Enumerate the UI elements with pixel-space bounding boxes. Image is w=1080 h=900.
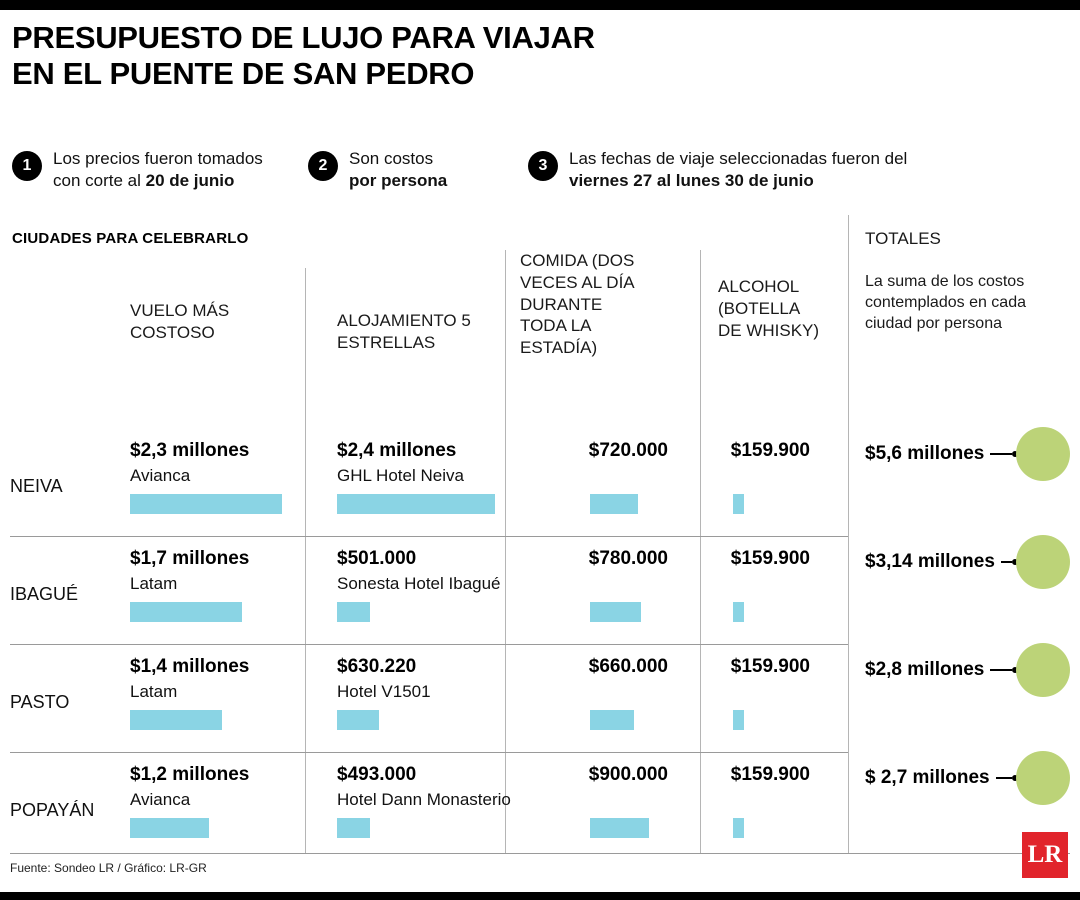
hotel-bar (337, 602, 370, 622)
city-label: POPAYÁN (10, 800, 95, 820)
note-3-text: Las fechas de viaje seleccionadas fueron… (569, 149, 908, 191)
column-header-alcohol: ALCOHOL (BOTELLA DE WHISKY) (718, 277, 820, 340)
alcohol-bar (733, 494, 744, 514)
note-1: 1 Los precios fueron tomados con corte a… (12, 148, 292, 193)
hotel-bar (337, 818, 370, 838)
column-header-totales: TOTALES (865, 229, 941, 248)
vuelo-airline: Avianca (130, 466, 191, 485)
alcohol-bar (733, 710, 744, 730)
hotel-amount: $630.220 (337, 656, 417, 677)
vuelo-bar (130, 818, 209, 838)
vuelo-airline: Latam (130, 682, 178, 701)
total-amount: $3,14 millones (865, 551, 995, 572)
divider-comida-alcohol (700, 250, 701, 853)
row-separator-3 (10, 752, 848, 753)
comida-bar (590, 494, 638, 514)
total-amount: $5,6 millones (865, 443, 985, 464)
alcohol-bar (733, 818, 744, 838)
totales-subtext: La suma de los costos contemplados en ca… (865, 273, 1026, 332)
divider-totales (848, 215, 849, 853)
divider-vuelo-alojamiento (305, 268, 306, 853)
total-connector-dot (1012, 559, 1018, 565)
vuelo-bar (130, 602, 242, 622)
column-header-alojamiento: ALOJAMIENTO 5 ESTRELLAS (337, 311, 471, 352)
bottom-rule (0, 892, 1080, 900)
section-title: CIUDADES PARA CELEBRARLO (12, 230, 249, 247)
total-circle (1016, 427, 1070, 481)
total-group: $2,8 millones (865, 642, 1070, 698)
alcohol-amount: $159.900 (730, 656, 810, 677)
alcohol-amount: $159.900 (730, 440, 810, 461)
total-connector (1000, 561, 1012, 563)
page-title: PRESUPUESTO DE LUJO PARA VIAJAR EN EL PU… (12, 20, 595, 93)
hotel-amount: $2,4 millones (337, 440, 457, 461)
total-group: $3,14 millones (865, 534, 1070, 590)
alcohol-amount: $159.900 (730, 548, 810, 569)
vuelo-amount: $1,7 millones (130, 548, 250, 569)
hotel-amount: $501.000 (337, 548, 417, 569)
total-circle (1016, 751, 1070, 805)
vuelo-airline: Avianca (130, 790, 191, 809)
comida-amount: $720.000 (588, 440, 668, 461)
total-connector (990, 453, 1012, 455)
total-amount: $ 2,7 millones (865, 767, 990, 788)
hotel-name: GHL Hotel Neiva (337, 466, 464, 485)
total-circle (1016, 535, 1070, 589)
note-2: 2 Son costos por persona (308, 148, 498, 193)
vuelo-bar (130, 494, 282, 514)
alcohol-bar (733, 602, 744, 622)
top-rule (0, 0, 1080, 10)
divider-alojamiento-comida (505, 250, 506, 853)
total-connector (995, 777, 1012, 779)
column-header-comida: COMIDA (DOS VECES AL DÍA DURANTE TODA LA… (520, 251, 635, 357)
comida-amount: $900.000 (588, 764, 668, 785)
footer-rule (10, 853, 1070, 854)
source-credit: Fuente: Sondeo LR / Gráfico: LR-GR (10, 861, 207, 875)
page-title-line2: EN EL PUENTE DE SAN PEDRO (12, 56, 475, 92)
total-group: $5,6 millones (865, 426, 1070, 482)
total-circle (1016, 643, 1070, 697)
total-connector (990, 669, 1012, 671)
hotel-bar (337, 494, 495, 514)
comida-bar (590, 602, 641, 622)
hotel-bar (337, 710, 379, 730)
vuelo-airline: Latam (130, 574, 178, 593)
comida-bar (590, 710, 634, 730)
comida-amount: $780.000 (588, 548, 668, 569)
hotel-name: Hotel V1501 (337, 682, 431, 701)
alcohol-amount: $159.900 (730, 764, 810, 785)
total-connector-dot (1012, 775, 1018, 781)
vuelo-amount: $2,3 millones (130, 440, 250, 461)
comida-amount: $660.000 (588, 656, 668, 677)
hotel-name: Sonesta Hotel Ibagué (337, 574, 501, 593)
city-label: NEIVA (10, 476, 63, 496)
note-3: 3 Las fechas de viaje seleccionadas fuer… (528, 148, 948, 193)
note-2-text: Son costos por persona (349, 149, 448, 191)
total-connector-dot (1012, 667, 1018, 673)
hotel-amount: $493.000 (337, 764, 417, 785)
row-separator-1 (10, 536, 848, 537)
vuelo-amount: $1,2 millones (130, 764, 250, 785)
vuelo-amount: $1,4 millones (130, 656, 250, 677)
row-separator-2 (10, 644, 848, 645)
comida-bar (590, 818, 649, 838)
note-1-badge: 1 (12, 151, 42, 181)
lr-logo: LR (1022, 832, 1068, 878)
note-3-badge: 3 (528, 151, 558, 181)
total-amount: $2,8 millones (865, 659, 985, 680)
city-label: IBAGUÉ (10, 584, 79, 604)
note-2-badge: 2 (308, 151, 338, 181)
column-header-vuelo: VUELO MÁS COSTOSO (130, 301, 230, 342)
total-connector-dot (1012, 451, 1018, 457)
hotel-name: Hotel Dann Monasterio (337, 790, 511, 809)
total-group: $ 2,7 millones (865, 750, 1070, 806)
vuelo-bar (130, 710, 222, 730)
page-title-line1: PRESUPUESTO DE LUJO PARA VIAJAR (12, 20, 595, 55)
note-1-text: Los precios fueron tomados con corte al … (53, 149, 263, 191)
city-label: PASTO (10, 692, 70, 712)
